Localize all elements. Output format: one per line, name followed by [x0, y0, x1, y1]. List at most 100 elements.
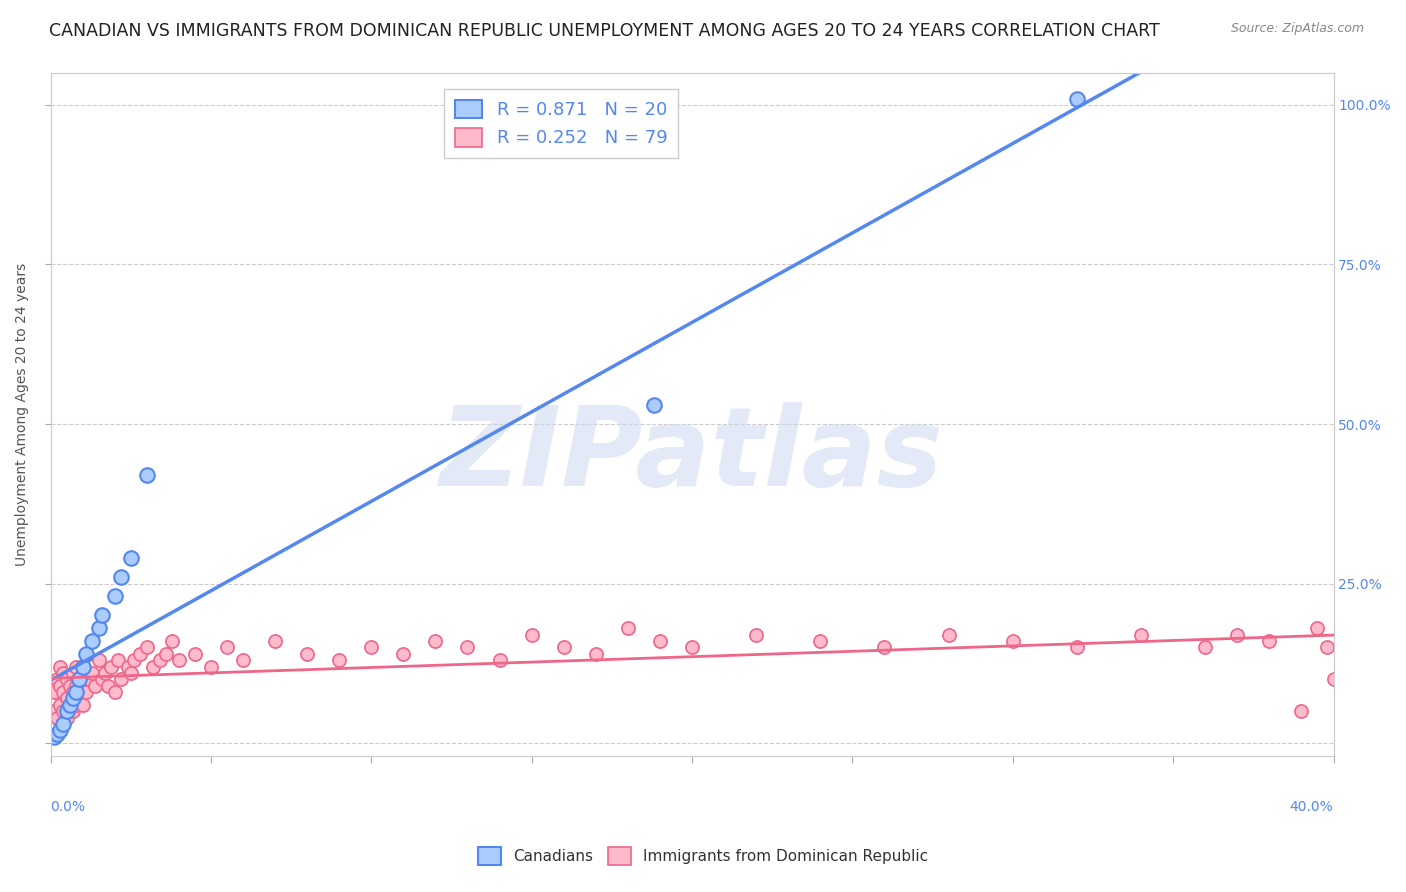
- Point: [553, 640, 575, 655]
- Point: [55, 711, 77, 725]
- Point: [938, 627, 960, 641]
- Point: [1258, 634, 1281, 648]
- Point: [295, 647, 318, 661]
- Point: [87, 653, 110, 667]
- Point: [65, 698, 87, 712]
- Point: [643, 398, 665, 412]
- Point: [808, 634, 831, 648]
- Text: 40.0%: 40.0%: [1289, 800, 1333, 814]
- Point: [45, 726, 67, 740]
- Text: ZIPatlas: ZIPatlas: [440, 402, 943, 509]
- Point: [84, 679, 107, 693]
- Point: [149, 653, 172, 667]
- Point: [648, 634, 671, 648]
- Point: [67, 691, 90, 706]
- Point: [1291, 704, 1313, 718]
- Point: [110, 570, 132, 584]
- Point: [1130, 627, 1153, 641]
- Point: [65, 659, 87, 673]
- Point: [1066, 91, 1088, 105]
- Point: [155, 647, 177, 661]
- Point: [142, 659, 165, 673]
- Point: [215, 640, 238, 655]
- Legend: R = 0.871   N = 20, R = 0.252   N = 79: R = 0.871 N = 20, R = 0.252 N = 79: [444, 89, 679, 158]
- Point: [82, 665, 104, 680]
- Point: [52, 685, 75, 699]
- Point: [65, 685, 87, 699]
- Y-axis label: Unemployment Among Ages 20 to 24 years: Unemployment Among Ages 20 to 24 years: [15, 263, 30, 566]
- Point: [104, 685, 127, 699]
- Point: [59, 698, 82, 712]
- Point: [55, 673, 77, 687]
- Point: [75, 647, 97, 661]
- Point: [94, 665, 117, 680]
- Point: [82, 634, 104, 648]
- Point: [87, 621, 110, 635]
- Point: [232, 653, 254, 667]
- Point: [457, 640, 479, 655]
- Text: Source: ZipAtlas.com: Source: ZipAtlas.com: [1230, 22, 1364, 36]
- Point: [1066, 640, 1088, 655]
- Point: [67, 673, 90, 687]
- Point: [100, 659, 122, 673]
- Point: [1194, 640, 1216, 655]
- Point: [1322, 673, 1344, 687]
- Point: [90, 608, 112, 623]
- Point: [200, 659, 222, 673]
- Point: [135, 640, 157, 655]
- Point: [65, 679, 87, 693]
- Point: [110, 673, 132, 687]
- Point: [75, 685, 97, 699]
- Point: [62, 685, 84, 699]
- Point: [52, 717, 75, 731]
- Point: [62, 665, 84, 680]
- Point: [97, 679, 120, 693]
- Point: [135, 468, 157, 483]
- Point: [1226, 627, 1249, 641]
- Point: [90, 673, 112, 687]
- Point: [55, 704, 77, 718]
- Point: [49, 659, 72, 673]
- Point: [45, 711, 67, 725]
- Point: [55, 691, 77, 706]
- Point: [120, 551, 142, 566]
- Point: [617, 621, 640, 635]
- Point: [328, 653, 350, 667]
- Point: [122, 653, 145, 667]
- Point: [42, 685, 65, 699]
- Point: [107, 653, 129, 667]
- Point: [425, 634, 447, 648]
- Text: 0.0%: 0.0%: [51, 800, 86, 814]
- Point: [49, 723, 72, 738]
- Point: [67, 673, 90, 687]
- Point: [1001, 634, 1024, 648]
- Point: [62, 691, 84, 706]
- Point: [72, 679, 94, 693]
- Point: [42, 730, 65, 744]
- Point: [49, 679, 72, 693]
- Point: [104, 590, 127, 604]
- Point: [184, 647, 207, 661]
- Point: [45, 673, 67, 687]
- Point: [520, 627, 543, 641]
- Point: [1316, 640, 1339, 655]
- Point: [162, 634, 184, 648]
- Point: [52, 704, 75, 718]
- Point: [49, 698, 72, 712]
- Point: [117, 659, 139, 673]
- Point: [681, 640, 703, 655]
- Point: [72, 698, 94, 712]
- Point: [488, 653, 510, 667]
- Point: [360, 640, 382, 655]
- Legend: Canadians, Immigrants from Dominican Republic: Canadians, Immigrants from Dominican Rep…: [471, 841, 935, 871]
- Point: [120, 665, 142, 680]
- Point: [52, 665, 75, 680]
- Point: [745, 627, 768, 641]
- Point: [59, 679, 82, 693]
- Point: [42, 704, 65, 718]
- Point: [77, 673, 100, 687]
- Point: [72, 659, 94, 673]
- Point: [392, 647, 415, 661]
- Point: [264, 634, 287, 648]
- Point: [585, 647, 607, 661]
